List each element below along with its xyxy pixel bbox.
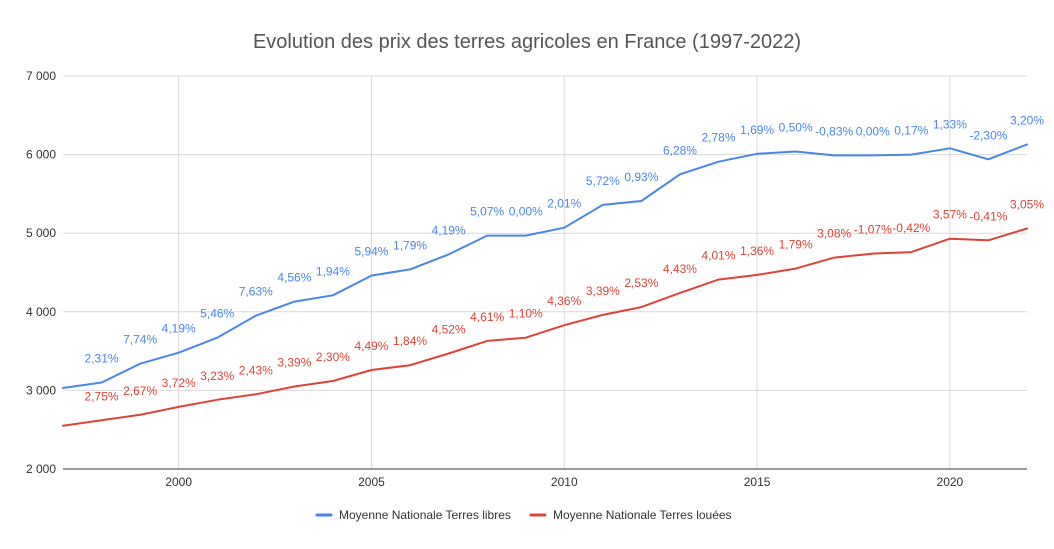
data-label: 4,52% <box>432 322 466 336</box>
data-label: 1,69% <box>740 123 774 137</box>
data-label: 0,93% <box>624 170 658 184</box>
data-label: 3,72% <box>162 376 196 390</box>
data-label: 4,49% <box>354 339 388 353</box>
data-label: -2,30% <box>969 128 1007 142</box>
data-label: 1,79% <box>779 238 813 252</box>
x-tick-label: 2015 <box>744 475 771 489</box>
data-label: 4,19% <box>432 223 466 237</box>
data-label: 3,08% <box>817 227 851 241</box>
data-label: -1,07% <box>854 223 892 237</box>
data-label: 2,43% <box>239 363 273 377</box>
y-tick-label: 3 000 <box>26 383 56 397</box>
x-tick-label: 2005 <box>358 475 385 489</box>
chart-title: Evolution des prix des terres agricoles … <box>253 31 801 53</box>
data-label: 1,36% <box>740 244 774 258</box>
data-label: 0,00% <box>856 124 890 138</box>
data-label: 1,94% <box>316 264 350 278</box>
data-label: 3,05% <box>1010 197 1044 211</box>
data-label: 2,01% <box>547 197 581 211</box>
data-label: 5,07% <box>470 205 504 219</box>
x-tick-label: 2020 <box>937 475 964 489</box>
data-label: 4,01% <box>702 249 736 263</box>
data-label: 4,43% <box>663 262 697 276</box>
data-label: 2,53% <box>624 276 658 290</box>
data-label: 7,74% <box>123 333 157 347</box>
y-tick-label: 7 000 <box>26 69 56 83</box>
data-label: 3,23% <box>200 369 234 383</box>
data-label: 1,33% <box>933 117 967 131</box>
data-label: 6,28% <box>663 143 697 157</box>
data-label: 7,63% <box>239 285 273 299</box>
data-label: 0,17% <box>894 124 928 138</box>
legend: Moyenne Nationale Terres libres Moyenne N… <box>315 508 732 522</box>
data-label: 5,94% <box>354 245 388 259</box>
data-label: 2,30% <box>316 350 350 364</box>
data-label: 0,00% <box>509 205 543 219</box>
series-layer <box>62 143 1028 427</box>
x-tick-label: 2010 <box>551 475 578 489</box>
axis-layer: 2 000 3 000 4 000 5 000 6 000 7 000 2000 2005 20… <box>26 69 1027 489</box>
data-label: 4,36% <box>547 294 581 308</box>
data-label: 4,19% <box>162 322 196 336</box>
data-label: 3,57% <box>933 208 967 222</box>
y-tick-label: 4 000 <box>26 305 56 319</box>
legend-label-1: Moyenne Nationale Terres libres <box>339 508 511 522</box>
data-label: 0,50% <box>779 120 813 134</box>
data-label: 2,67% <box>123 384 157 398</box>
x-tick-label: 2000 <box>165 475 192 489</box>
series-line-2 <box>62 227 1028 427</box>
y-tick-label: 2 000 <box>26 462 56 476</box>
data-label: -0,41% <box>969 209 1007 223</box>
data-label-layer: 2,31% 7,74% 4,19% 5,46% 7,63% 4,56% 1,94% 5,94%… <box>85 113 1045 403</box>
grid-layer <box>63 75 1027 469</box>
y-tick-label: 5 000 <box>26 226 56 240</box>
data-label: -0,42% <box>892 221 930 235</box>
data-label: 4,56% <box>277 271 311 285</box>
data-label: 1,10% <box>509 307 543 321</box>
data-label: 5,46% <box>200 307 234 321</box>
series-line-1 <box>62 143 1028 389</box>
data-label: 5,72% <box>586 174 620 188</box>
data-label: 3,39% <box>586 284 620 298</box>
data-label: 3,39% <box>277 355 311 369</box>
data-label: 2,31% <box>85 352 119 366</box>
data-label: 4,61% <box>470 310 504 324</box>
data-label: 2,78% <box>702 131 736 145</box>
data-label: -0,83% <box>815 124 853 138</box>
data-label: 1,84% <box>393 334 427 348</box>
y-tick-label: 6 000 <box>26 148 56 162</box>
data-label: 1,79% <box>393 238 427 252</box>
data-label: 2,75% <box>85 389 119 403</box>
legend-label-2: Moyenne Nationale Terres louées <box>553 508 732 522</box>
data-label: 3,20% <box>1010 113 1044 127</box>
